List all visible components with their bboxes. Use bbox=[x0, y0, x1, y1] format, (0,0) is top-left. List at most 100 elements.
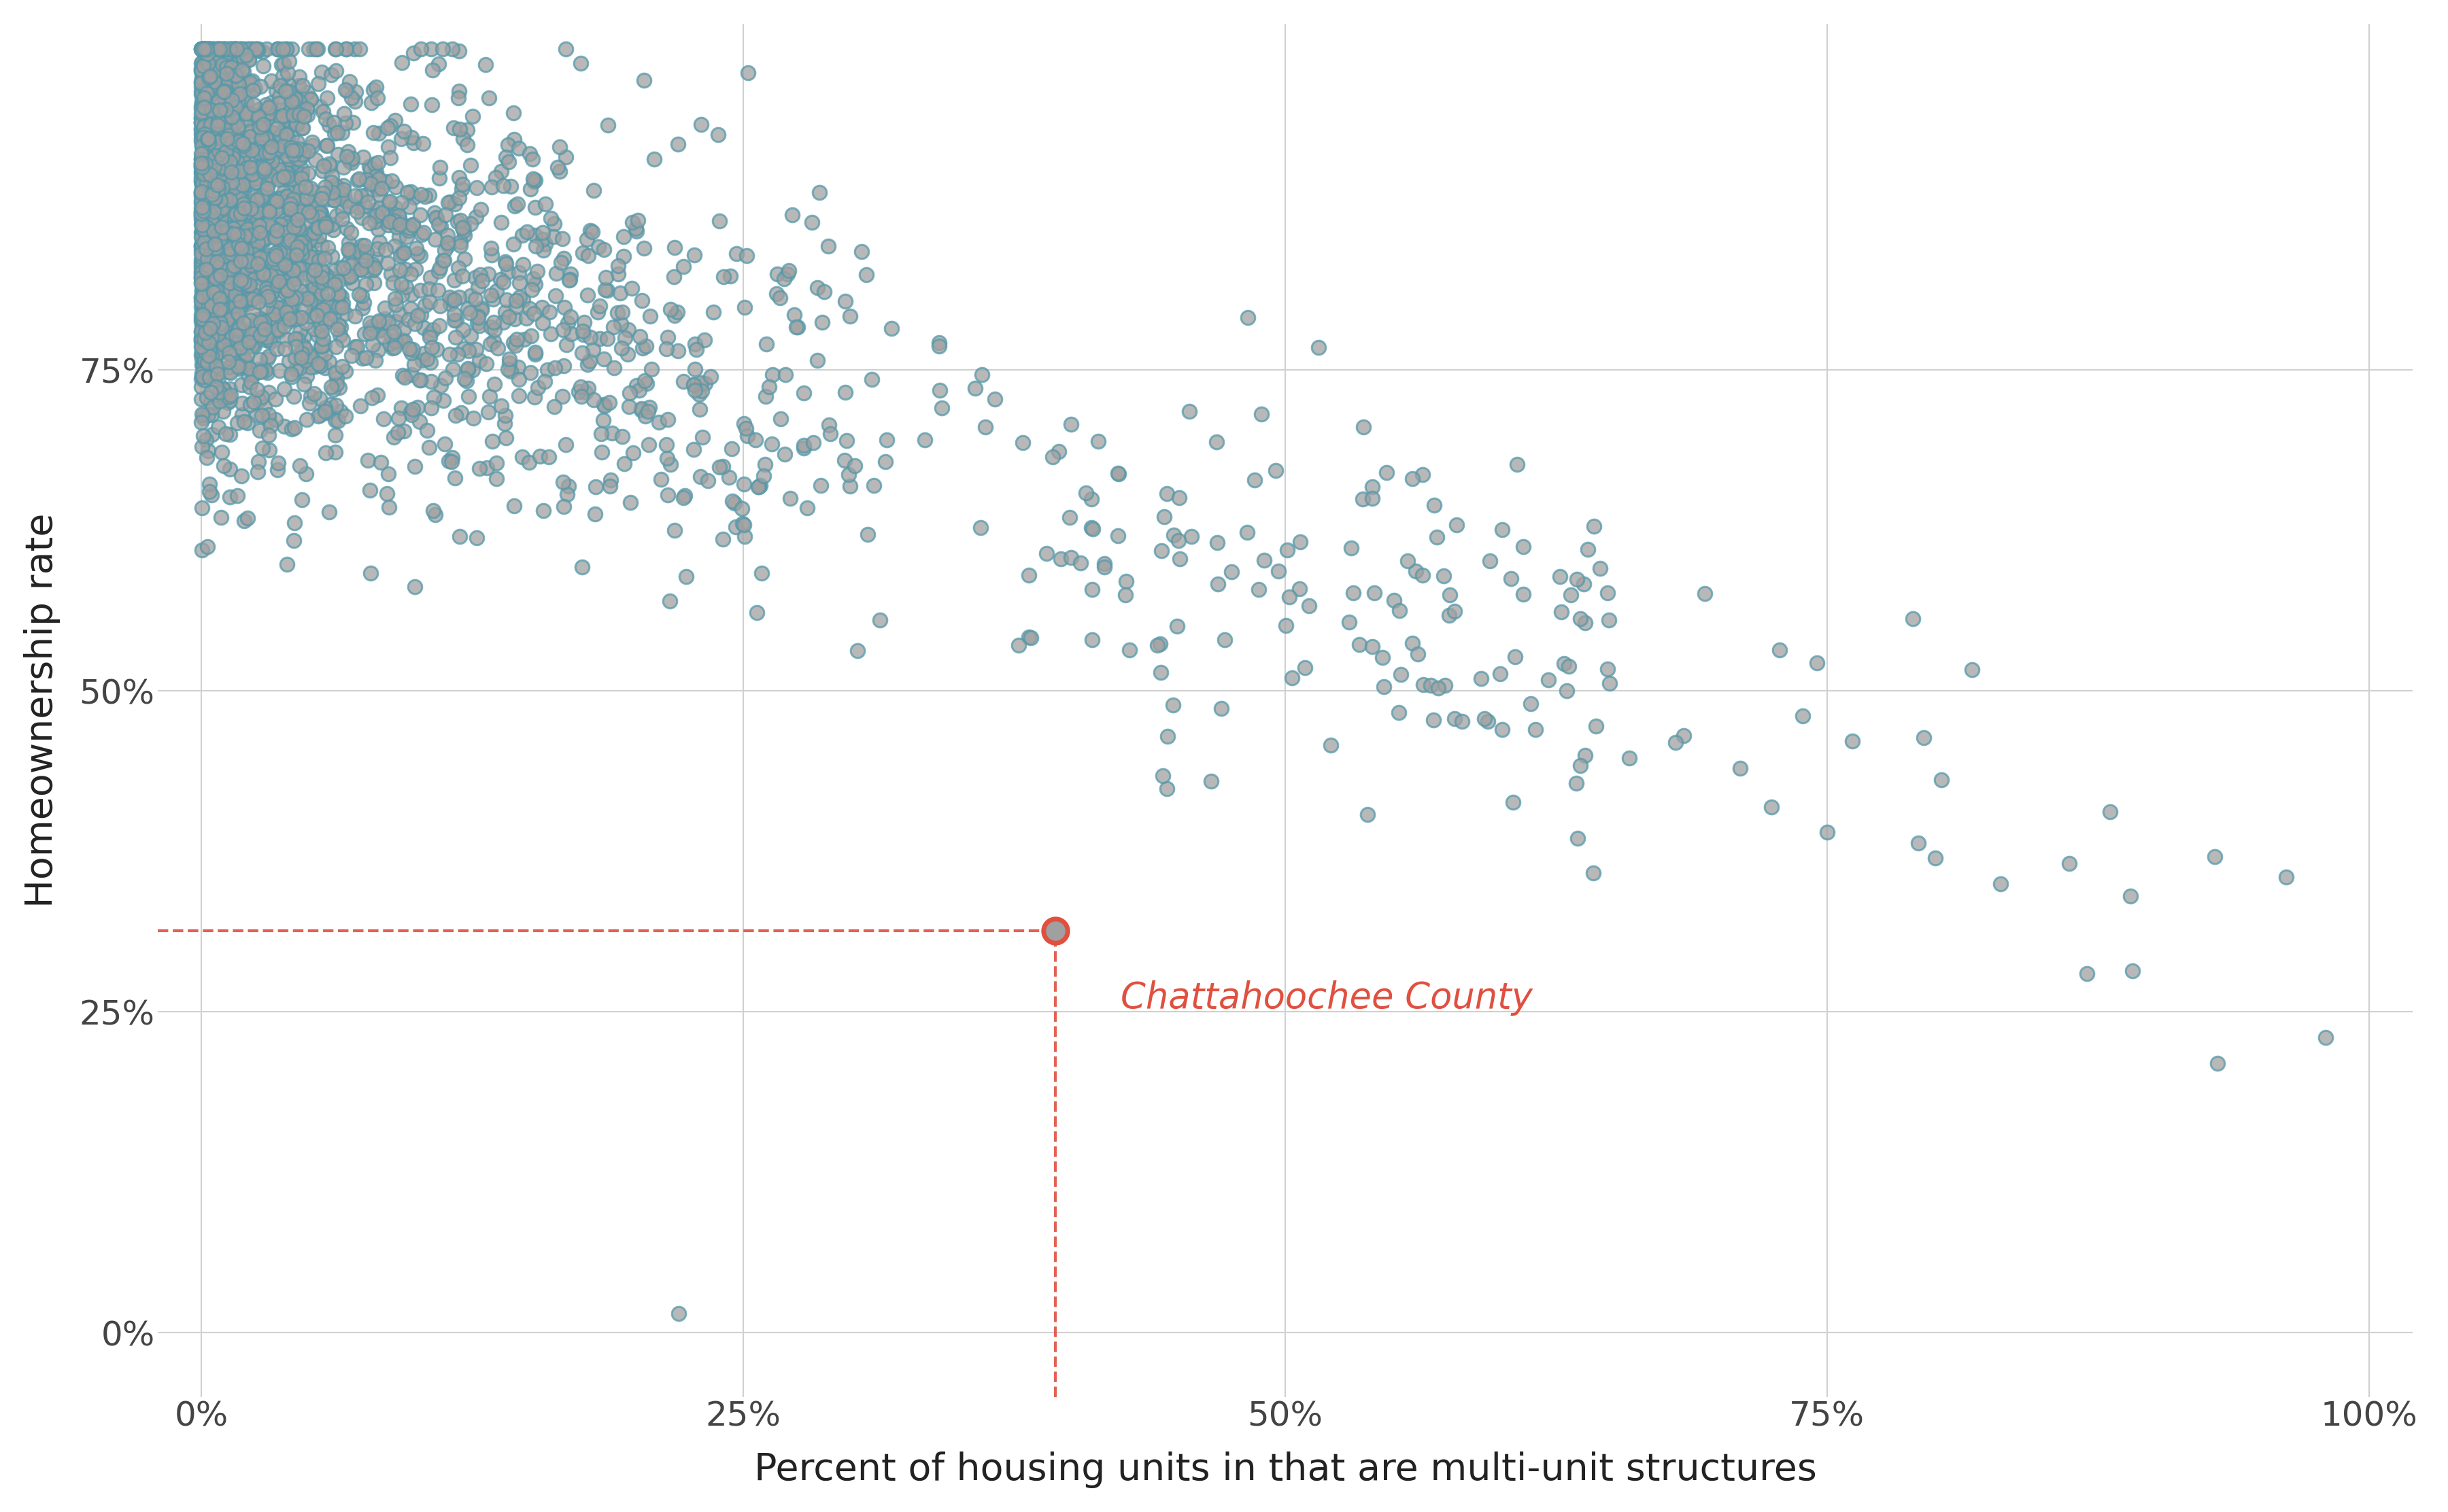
Point bbox=[218, 110, 257, 135]
Point bbox=[272, 197, 311, 221]
Point bbox=[203, 296, 242, 321]
Point bbox=[318, 408, 357, 432]
Point bbox=[595, 355, 634, 380]
Point bbox=[196, 172, 235, 197]
Point bbox=[264, 165, 304, 189]
Point bbox=[184, 51, 223, 76]
Point bbox=[605, 452, 644, 476]
Point bbox=[267, 301, 306, 325]
Point bbox=[404, 221, 443, 245]
Point bbox=[252, 135, 291, 159]
Point bbox=[184, 125, 223, 150]
Point bbox=[289, 210, 328, 234]
Point bbox=[193, 280, 233, 304]
Point bbox=[411, 92, 450, 116]
Point bbox=[585, 392, 624, 416]
Point bbox=[188, 290, 228, 314]
Point bbox=[230, 119, 269, 144]
Point bbox=[193, 219, 233, 243]
Point bbox=[1589, 581, 1628, 605]
Point bbox=[274, 237, 313, 262]
Point bbox=[264, 221, 304, 245]
Point bbox=[264, 184, 304, 209]
Point bbox=[181, 302, 220, 327]
Point bbox=[257, 136, 296, 160]
Point bbox=[284, 104, 323, 129]
Point bbox=[181, 327, 220, 351]
Point bbox=[208, 225, 247, 249]
Point bbox=[264, 65, 304, 89]
Point bbox=[316, 440, 355, 464]
Point bbox=[267, 242, 306, 266]
Point bbox=[1469, 709, 1508, 733]
Point bbox=[186, 181, 225, 206]
Point bbox=[296, 195, 335, 219]
Point bbox=[710, 265, 749, 289]
Point bbox=[1417, 525, 1457, 549]
Point bbox=[201, 225, 240, 249]
Point bbox=[191, 160, 230, 184]
Point bbox=[419, 51, 458, 76]
Point bbox=[191, 38, 230, 62]
Point bbox=[730, 60, 769, 85]
Point bbox=[191, 286, 230, 310]
Point bbox=[198, 153, 237, 177]
Point bbox=[338, 195, 377, 219]
Point bbox=[193, 194, 233, 218]
Point bbox=[215, 39, 255, 64]
Point bbox=[186, 266, 225, 290]
Point bbox=[186, 257, 225, 281]
Point bbox=[262, 124, 301, 148]
Point bbox=[1072, 578, 1111, 602]
Point bbox=[676, 331, 715, 355]
Point bbox=[220, 336, 259, 360]
Point bbox=[306, 396, 345, 420]
Point bbox=[255, 262, 294, 286]
Point bbox=[747, 333, 786, 357]
Point bbox=[230, 219, 269, 243]
Point bbox=[196, 263, 235, 287]
Point bbox=[340, 38, 379, 62]
Point bbox=[184, 172, 223, 197]
Point bbox=[514, 147, 553, 171]
Point bbox=[649, 325, 688, 349]
Point bbox=[191, 402, 230, 426]
Point bbox=[196, 234, 235, 259]
Point bbox=[282, 488, 321, 513]
Point bbox=[193, 213, 233, 237]
Point bbox=[211, 239, 250, 263]
Point bbox=[521, 445, 561, 469]
Point bbox=[1552, 582, 1591, 606]
Point bbox=[365, 295, 404, 319]
Point bbox=[597, 301, 636, 325]
Point bbox=[237, 191, 277, 215]
Point bbox=[186, 212, 225, 236]
Point bbox=[404, 132, 443, 156]
Point bbox=[291, 245, 330, 269]
Point bbox=[184, 275, 223, 299]
Point bbox=[201, 248, 240, 272]
Point bbox=[250, 408, 289, 432]
Point bbox=[411, 265, 450, 289]
Point bbox=[810, 413, 849, 437]
Point bbox=[201, 98, 240, 122]
Point bbox=[414, 386, 453, 410]
Point bbox=[181, 135, 220, 159]
Point bbox=[693, 299, 732, 324]
Point bbox=[277, 242, 316, 266]
Point bbox=[681, 370, 720, 395]
Point bbox=[188, 293, 228, 318]
Point bbox=[375, 425, 414, 449]
Point bbox=[184, 172, 223, 197]
Point bbox=[181, 363, 220, 387]
Point bbox=[215, 253, 255, 277]
Point bbox=[193, 183, 233, 207]
Point bbox=[1797, 650, 1836, 674]
Point bbox=[490, 133, 529, 157]
Point bbox=[184, 38, 223, 62]
Point bbox=[191, 110, 230, 135]
Point bbox=[186, 283, 225, 307]
Point bbox=[181, 207, 220, 231]
Point bbox=[252, 142, 291, 166]
Point bbox=[206, 224, 245, 248]
